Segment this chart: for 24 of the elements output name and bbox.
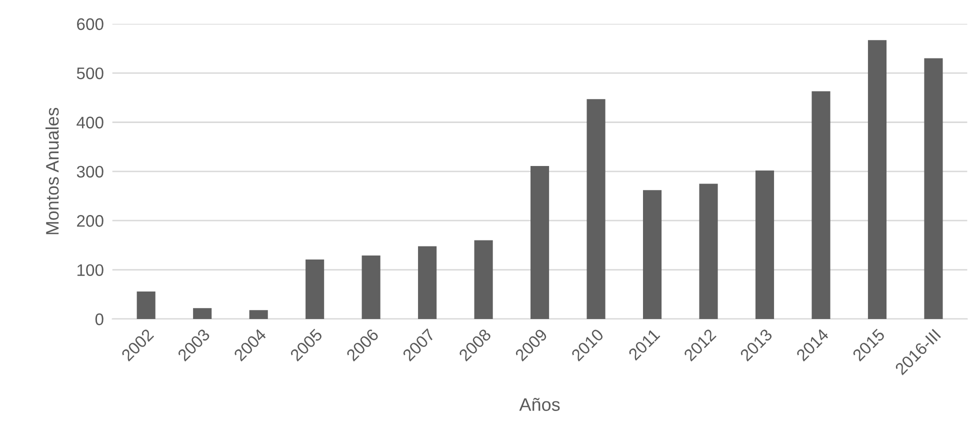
bar xyxy=(249,310,268,319)
y-tick-label: 0 xyxy=(95,313,104,326)
bar xyxy=(136,291,156,319)
y-tick-label: 100 xyxy=(77,264,104,276)
bar xyxy=(755,170,774,319)
bar xyxy=(924,58,943,319)
y-tick-label: 600 xyxy=(77,18,104,30)
bar xyxy=(530,166,550,319)
y-tick-label: 500 xyxy=(76,67,104,80)
bar xyxy=(306,259,324,319)
y-tick-label: 300 xyxy=(76,166,104,178)
bar xyxy=(812,91,830,319)
bar xyxy=(362,256,380,319)
y-tick-label: 400 xyxy=(76,116,104,128)
y-tick-label: 200 xyxy=(77,215,104,227)
bar xyxy=(868,40,887,319)
bar xyxy=(642,190,662,319)
bar xyxy=(418,246,437,319)
y-axis-title: Montos Anuales xyxy=(45,108,59,234)
bar xyxy=(474,240,493,319)
bar xyxy=(699,184,718,319)
bar xyxy=(586,99,606,319)
x-axis-title: Años xyxy=(519,398,560,411)
bar xyxy=(193,308,212,319)
